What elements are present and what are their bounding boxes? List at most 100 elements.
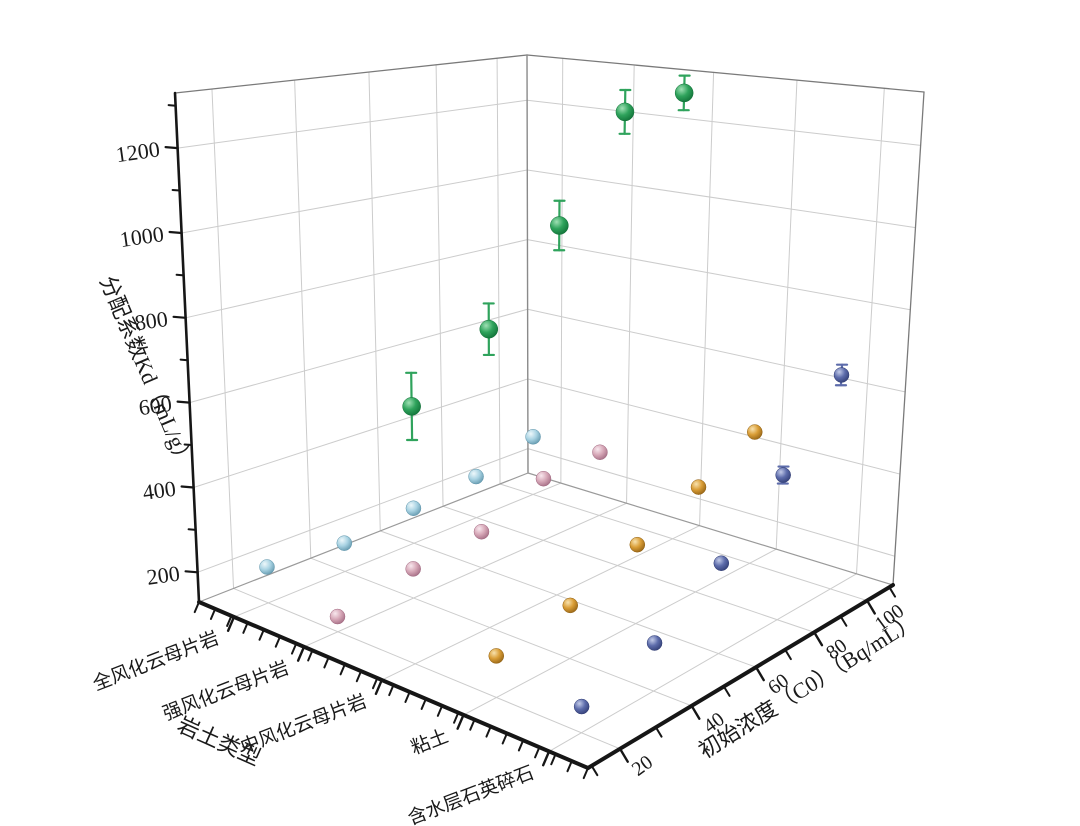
frame-right-edge — [892, 91, 925, 586]
x-axis-minor-tick — [290, 642, 298, 655]
y-axis-minor-tick — [722, 685, 731, 697]
grid-line — [527, 448, 896, 557]
series-含水层石英碎石 — [573, 363, 850, 715]
z-tick-label: 200 — [145, 561, 181, 590]
grid-line — [856, 87, 885, 575]
grid-line — [294, 79, 312, 559]
series-强风化云母片岩 — [329, 444, 608, 625]
x-axis-minor-tick — [566, 760, 573, 773]
z-axis-minor-tick — [167, 104, 177, 107]
z-axis-major-tick — [180, 485, 195, 489]
grid-line — [526, 239, 911, 311]
frame-top-right-edge — [526, 54, 925, 93]
data-point — [479, 319, 499, 339]
data-point — [674, 83, 694, 103]
y-axis-major-tick — [865, 599, 876, 615]
x-axis-minor-tick — [339, 663, 346, 676]
x-axis-major-tick — [374, 678, 384, 696]
frame-edges — [174, 54, 925, 603]
z-axis-minor-tick — [175, 273, 185, 277]
grid-line — [381, 525, 701, 681]
grid-line — [699, 71, 715, 527]
x-axis-minor-tick — [307, 649, 314, 662]
grid-line — [233, 587, 621, 750]
grid-line — [303, 502, 628, 648]
x-axis-major-tick — [456, 713, 465, 730]
grid-line — [499, 483, 868, 602]
grid-line — [181, 169, 528, 234]
z-tick-label: 600 — [137, 391, 173, 420]
frame-top-left-edge — [174, 54, 528, 94]
grid-line — [548, 573, 857, 752]
grid-line — [435, 64, 444, 507]
z-tick-label: 1200 — [114, 136, 161, 167]
frame-floor-left-edge — [198, 472, 529, 603]
data-point — [833, 367, 850, 383]
data-point — [535, 470, 552, 487]
x-axis-major-tick — [226, 615, 236, 632]
z-axis-line — [173, 91, 201, 604]
data-point — [405, 500, 422, 516]
x-axis-minor-tick — [469, 718, 476, 731]
grid-line — [368, 71, 381, 532]
y-axis-minor-tick — [839, 615, 848, 627]
grid-line — [496, 57, 501, 485]
data-point — [336, 535, 353, 551]
y-axis-minor-tick — [888, 586, 897, 598]
data-point — [713, 555, 730, 571]
data-point — [573, 698, 590, 715]
x-axis-minor-tick — [582, 767, 589, 780]
y-axis-minor-tick — [654, 726, 663, 738]
frame-back-corner-edge — [526, 54, 529, 474]
grid-line — [233, 482, 562, 618]
grid-line — [527, 378, 901, 475]
x-axis-minor-tick — [388, 684, 395, 697]
z-tick-label: 1000 — [118, 221, 165, 252]
x-axis-minor-tick — [550, 753, 557, 766]
grid-line — [310, 557, 693, 707]
grid-line — [526, 99, 922, 146]
data-point — [402, 397, 421, 416]
y-axis-minor-tick — [590, 764, 599, 777]
x-axis-minor-tick — [420, 697, 427, 710]
x-axis-minor-tick — [371, 677, 379, 690]
y-axis-minor-tick — [784, 648, 792, 661]
data-points — [259, 74, 850, 715]
data-point — [629, 536, 646, 553]
z-axis-minor-tick — [171, 188, 181, 192]
x-axis-major-tick — [542, 750, 551, 767]
grid-line — [185, 239, 528, 319]
z-axis-major-tick — [172, 315, 187, 319]
x-axis-minor-tick — [258, 628, 265, 641]
x-axis-minor-tick — [485, 725, 492, 738]
x-axis-minor-tick — [501, 732, 508, 745]
data-point — [550, 216, 569, 235]
data-point — [525, 429, 541, 445]
y-axis-major-tick — [690, 704, 701, 720]
x-axis-minor-tick — [355, 670, 363, 683]
z-tick-label: 800 — [133, 306, 169, 335]
y-axis-major-tick — [754, 665, 765, 682]
data-point — [329, 608, 346, 625]
data-point — [473, 523, 490, 540]
x-axis-minor-tick — [323, 656, 330, 669]
grid-line — [526, 169, 916, 229]
frame-floor-right-edge — [527, 472, 894, 586]
x-axis-minor-tick — [242, 621, 249, 634]
data-point — [488, 648, 505, 664]
x-axis-minor-tick — [453, 711, 460, 724]
x-axis-minor-tick — [274, 635, 282, 648]
y-axis-major-tick — [618, 747, 629, 763]
y-axis-major-tick — [813, 631, 824, 647]
series-中风化云母片岩 — [402, 74, 694, 442]
z-axis-major-tick — [164, 146, 179, 150]
series-全风化云母片岩 — [259, 429, 541, 575]
grid-line — [177, 99, 528, 149]
z-axis-major-tick — [168, 230, 183, 235]
grid-line — [626, 64, 635, 504]
grid-line — [189, 308, 529, 404]
x-axis-major-tick — [296, 645, 306, 662]
